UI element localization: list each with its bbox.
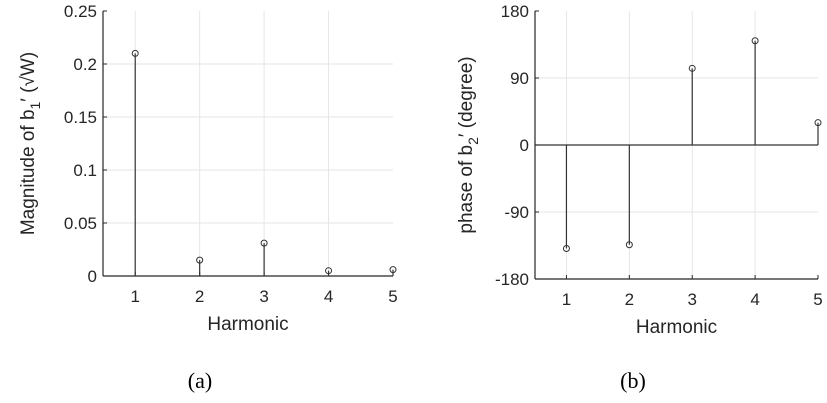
x-tick-label: 5 [388,287,397,306]
stem-marker [131,49,139,57]
x-tick-label: 3 [687,290,696,309]
y-axis-label-text: phase of b [456,145,477,234]
y-axis-label-text: Magnitude of b [18,109,39,235]
y-axis-label-suffix: ′ (√W) [18,52,39,102]
y-tick-label: 0.25 [64,2,97,21]
stem-marker [814,119,822,127]
x-tick-label: 5 [813,290,822,309]
x-tick-label: 2 [195,287,204,306]
x-tick-label: 4 [324,287,333,306]
y-tick-label: 0 [520,136,529,155]
x-axis-label: Harmonic [636,317,717,338]
x-tick-label: 1 [562,290,571,309]
y-tick-label: 0.1 [73,161,97,180]
x-tick-label: 1 [130,287,139,306]
y-axis-label-subscript: 1 [27,101,43,109]
stem-marker [196,256,204,264]
x-tick-label: 4 [750,290,759,309]
stem-marker [325,267,333,275]
y-tick-label: 0.05 [64,214,97,233]
y-axis-label: phase of b2′ (degree) [456,56,481,233]
stem-marker [562,244,570,252]
stem-marker [260,239,268,247]
panel-caption: (a) [188,368,212,393]
panel-a-magnitude-chart: 0 0.05 0.1 0.15 0.2 0.25 1 2 3 4 5 Harmonic Magnitud… [18,2,398,393]
y-axis-label-subscript: 2 [465,137,481,145]
stem-marker [389,266,397,274]
y-tick-label: 0.15 [64,108,97,127]
y-tick-label: -90 [504,203,529,222]
panel-caption: (b) [620,368,646,393]
y-tick-label: 0 [88,267,97,286]
stem-marker [688,64,696,72]
y-axis-label-suffix: ′ (degree) [456,56,477,137]
x-tick-label: 3 [259,287,268,306]
y-tick-label: -180 [495,270,529,289]
stem-marker [751,37,759,45]
y-tick-label: 180 [501,2,529,21]
y-tick-label: 90 [510,69,529,88]
x-axis-label: Harmonic [207,314,288,335]
y-tick-label: 0.2 [73,55,97,74]
x-tick-label: 2 [625,290,634,309]
stem-marker [625,241,633,249]
y-axis-label: Magnitude of b1′ (√W) [18,52,43,235]
